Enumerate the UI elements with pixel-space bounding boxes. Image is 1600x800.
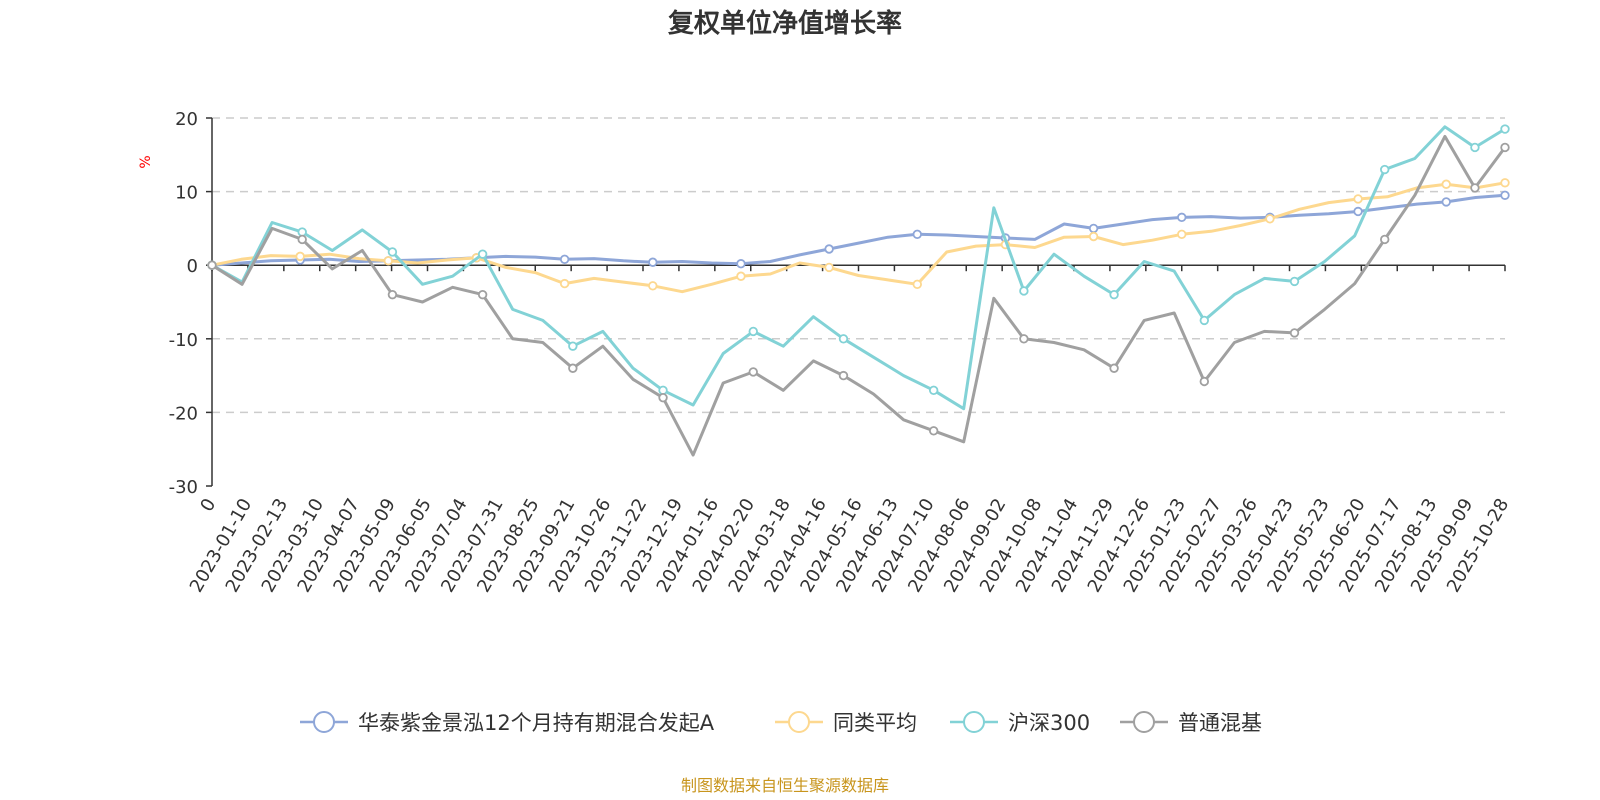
data-point bbox=[1441, 197, 1451, 207]
source-note: 制图数据来自恒生聚源数据库 bbox=[681, 776, 889, 795]
data-point bbox=[477, 289, 488, 300]
y-tick-label: 20 bbox=[175, 109, 198, 130]
x-axis: 02023-01-102023-02-132023-03-102023-04-0… bbox=[186, 264, 1513, 596]
data-point bbox=[1019, 334, 1029, 344]
y-tick-label: 0 bbox=[187, 256, 198, 277]
data-point bbox=[912, 279, 922, 290]
series-0 bbox=[207, 190, 1510, 270]
data-point bbox=[824, 262, 834, 273]
data-point bbox=[1088, 223, 1099, 234]
data-point bbox=[736, 259, 746, 269]
data-point bbox=[477, 249, 488, 259]
data-point bbox=[387, 247, 398, 257]
legend-label: 同类平均 bbox=[833, 711, 917, 735]
data-point bbox=[568, 363, 578, 373]
data-point bbox=[928, 426, 939, 436]
data-point bbox=[1199, 315, 1210, 326]
y-tick-label: -20 bbox=[169, 403, 198, 424]
series-3 bbox=[207, 134, 1510, 457]
data-point bbox=[387, 289, 398, 300]
legend-label: 华泰紫金景泓12个月持有期混合发起A bbox=[358, 711, 715, 735]
data-point bbox=[1289, 328, 1300, 338]
series-1 bbox=[207, 178, 1510, 294]
data-point bbox=[748, 326, 758, 337]
data-point bbox=[559, 278, 570, 289]
series-2 bbox=[207, 124, 1510, 411]
legend-label: 普通混基 bbox=[1178, 711, 1262, 735]
legend-item[interactable]: 同类平均 bbox=[775, 711, 917, 735]
data-point bbox=[1470, 183, 1480, 193]
data-point bbox=[1500, 124, 1510, 134]
data-point bbox=[736, 271, 746, 281]
data-point bbox=[297, 234, 307, 245]
data-point bbox=[1380, 164, 1390, 175]
data-point bbox=[559, 254, 570, 265]
y-axis: -30 -20 -10 0 10 20 bbox=[169, 109, 213, 498]
series-line bbox=[211, 193, 1506, 267]
data-point bbox=[838, 370, 849, 381]
data-point bbox=[1470, 142, 1480, 153]
legend[interactable]: 华泰紫金景泓12个月持有期混合发起A 同类平均 沪深300 普通混基 bbox=[300, 711, 1262, 735]
legend-marker-icon bbox=[313, 711, 335, 733]
legend-item[interactable]: 沪深300 bbox=[950, 711, 1090, 735]
data-point bbox=[1265, 214, 1275, 224]
data-point bbox=[658, 392, 668, 403]
data-point bbox=[928, 385, 939, 396]
legend-item[interactable]: 普通混基 bbox=[1120, 711, 1262, 735]
series-line bbox=[211, 125, 1506, 411]
legend-item[interactable]: 华泰紫金景泓12个月持有期混合发起A bbox=[300, 711, 715, 735]
legend-marker-icon bbox=[1133, 711, 1155, 733]
chart-title: 复权单位净值增长率 bbox=[668, 8, 902, 39]
series-line bbox=[211, 181, 1506, 294]
data-point bbox=[1088, 231, 1099, 242]
data-point bbox=[1353, 194, 1363, 204]
x-tick-label: 0 bbox=[196, 495, 220, 515]
data-point bbox=[383, 256, 394, 266]
data-point bbox=[568, 341, 578, 351]
data-point bbox=[1019, 286, 1029, 296]
y-tick-label: -10 bbox=[169, 330, 198, 351]
data-point bbox=[838, 334, 849, 344]
legend-marker-icon bbox=[788, 711, 810, 733]
series-lines bbox=[207, 124, 1510, 457]
data-point bbox=[748, 367, 758, 377]
data-point bbox=[1199, 376, 1210, 387]
data-point bbox=[1177, 229, 1187, 239]
y-tick-label: 10 bbox=[175, 183, 198, 204]
data-point bbox=[648, 257, 658, 267]
data-point bbox=[1109, 363, 1119, 373]
data-point bbox=[912, 229, 922, 239]
data-point bbox=[295, 251, 305, 262]
y-tick-label: -30 bbox=[169, 477, 198, 498]
data-point bbox=[1289, 276, 1300, 287]
grid-lines bbox=[212, 117, 1505, 414]
data-point bbox=[1109, 289, 1119, 300]
data-point bbox=[648, 281, 658, 291]
data-point bbox=[1177, 212, 1187, 223]
legend-marker-icon bbox=[963, 711, 985, 733]
series-line bbox=[211, 134, 1507, 457]
data-point bbox=[1353, 206, 1363, 217]
data-point bbox=[1380, 234, 1390, 245]
y-axis-label: % bbox=[138, 155, 154, 168]
data-point bbox=[1500, 142, 1510, 153]
data-point bbox=[1500, 190, 1510, 200]
data-point bbox=[1500, 178, 1510, 188]
data-point bbox=[207, 260, 217, 270]
data-point bbox=[1441, 179, 1451, 189]
data-point bbox=[824, 244, 834, 254]
legend-label: 沪深300 bbox=[1008, 711, 1090, 735]
